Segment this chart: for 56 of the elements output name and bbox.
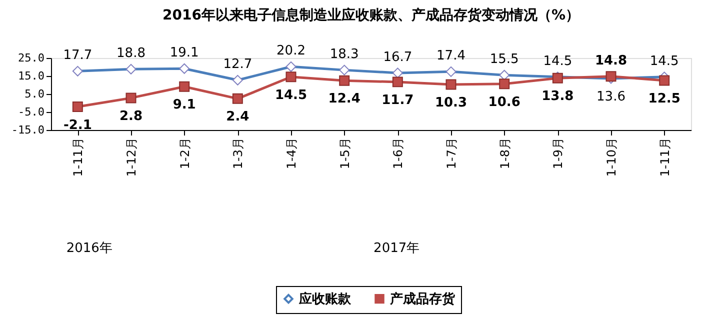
point [446, 79, 456, 90]
x-tick-label: 1-3月 [231, 138, 246, 170]
data-label: 9.1 [172, 98, 196, 113]
data-label: 12.7 [223, 57, 252, 72]
point [659, 75, 670, 86]
y-tick-label: 5.0 [24, 88, 44, 100]
legend-label: 应收账款 [298, 290, 352, 307]
y-tick-label: 15.0 [18, 70, 44, 82]
point [499, 78, 510, 90]
x-tick-label: 1-11月 [658, 138, 672, 177]
data-label: 11.7 [382, 92, 414, 108]
chart-title: 2016年以来电子信息制造业应收账款、产成品存货变动情况（%） [162, 6, 580, 24]
data-label: 10.3 [434, 95, 468, 110]
y-tick-label: 25.0 [18, 52, 44, 64]
data-label: 17.4 [436, 48, 466, 64]
data-label: 10.6 [488, 94, 520, 110]
data-label: 14.5 [650, 54, 679, 69]
data-label: 16.7 [383, 50, 412, 65]
x-tick-label: 1-11月 [71, 138, 86, 177]
point [72, 102, 83, 112]
x-tick-label: 1-9月 [551, 138, 566, 170]
x-tick-label: 1-10月 [604, 138, 618, 177]
text: 2017年 [374, 241, 420, 256]
data-label: 20.2 [276, 44, 306, 59]
point [392, 76, 403, 88]
data-label: 2.4 [226, 110, 250, 125]
point [179, 81, 190, 92]
x-tick-label: 1-8月 [498, 138, 512, 170]
x-tick-label: 1-7月 [444, 138, 458, 170]
point [232, 93, 243, 104]
data-label: 17.7 [63, 48, 92, 64]
point [126, 92, 136, 104]
x-tick-label: 1-6月 [391, 138, 406, 170]
data-label: -2.1 [63, 118, 92, 133]
point [286, 72, 296, 82]
data-label: 14.5 [274, 88, 308, 103]
y-tick-label: -5.0 [18, 106, 44, 118]
legend-label: 产成品存货 [389, 290, 456, 307]
data-label: 13.6 [596, 90, 626, 105]
data-label: 18.8 [116, 46, 146, 62]
data-label: 14.8 [594, 53, 628, 68]
data-label: 19.1 [170, 46, 199, 61]
data-label: 2.8 [119, 108, 143, 124]
text: 2016年 [66, 241, 112, 256]
data-label: 18.3 [330, 47, 359, 62]
data-label: 14.5 [543, 54, 572, 69]
data-label: 12.4 [328, 92, 360, 107]
data-label: 15.5 [490, 52, 519, 68]
y-tick-label: -15.0 [11, 124, 44, 136]
x-tick-label: 1-12月 [124, 138, 138, 177]
x-tick-label: 1-5月 [338, 138, 352, 170]
data-label: 12.5 [648, 92, 680, 106]
x-tick-label: 1-4月 [284, 138, 298, 170]
point [339, 75, 350, 86]
data-label: 13.8 [542, 89, 574, 104]
x-tick-label: 1-2月 [178, 138, 192, 170]
